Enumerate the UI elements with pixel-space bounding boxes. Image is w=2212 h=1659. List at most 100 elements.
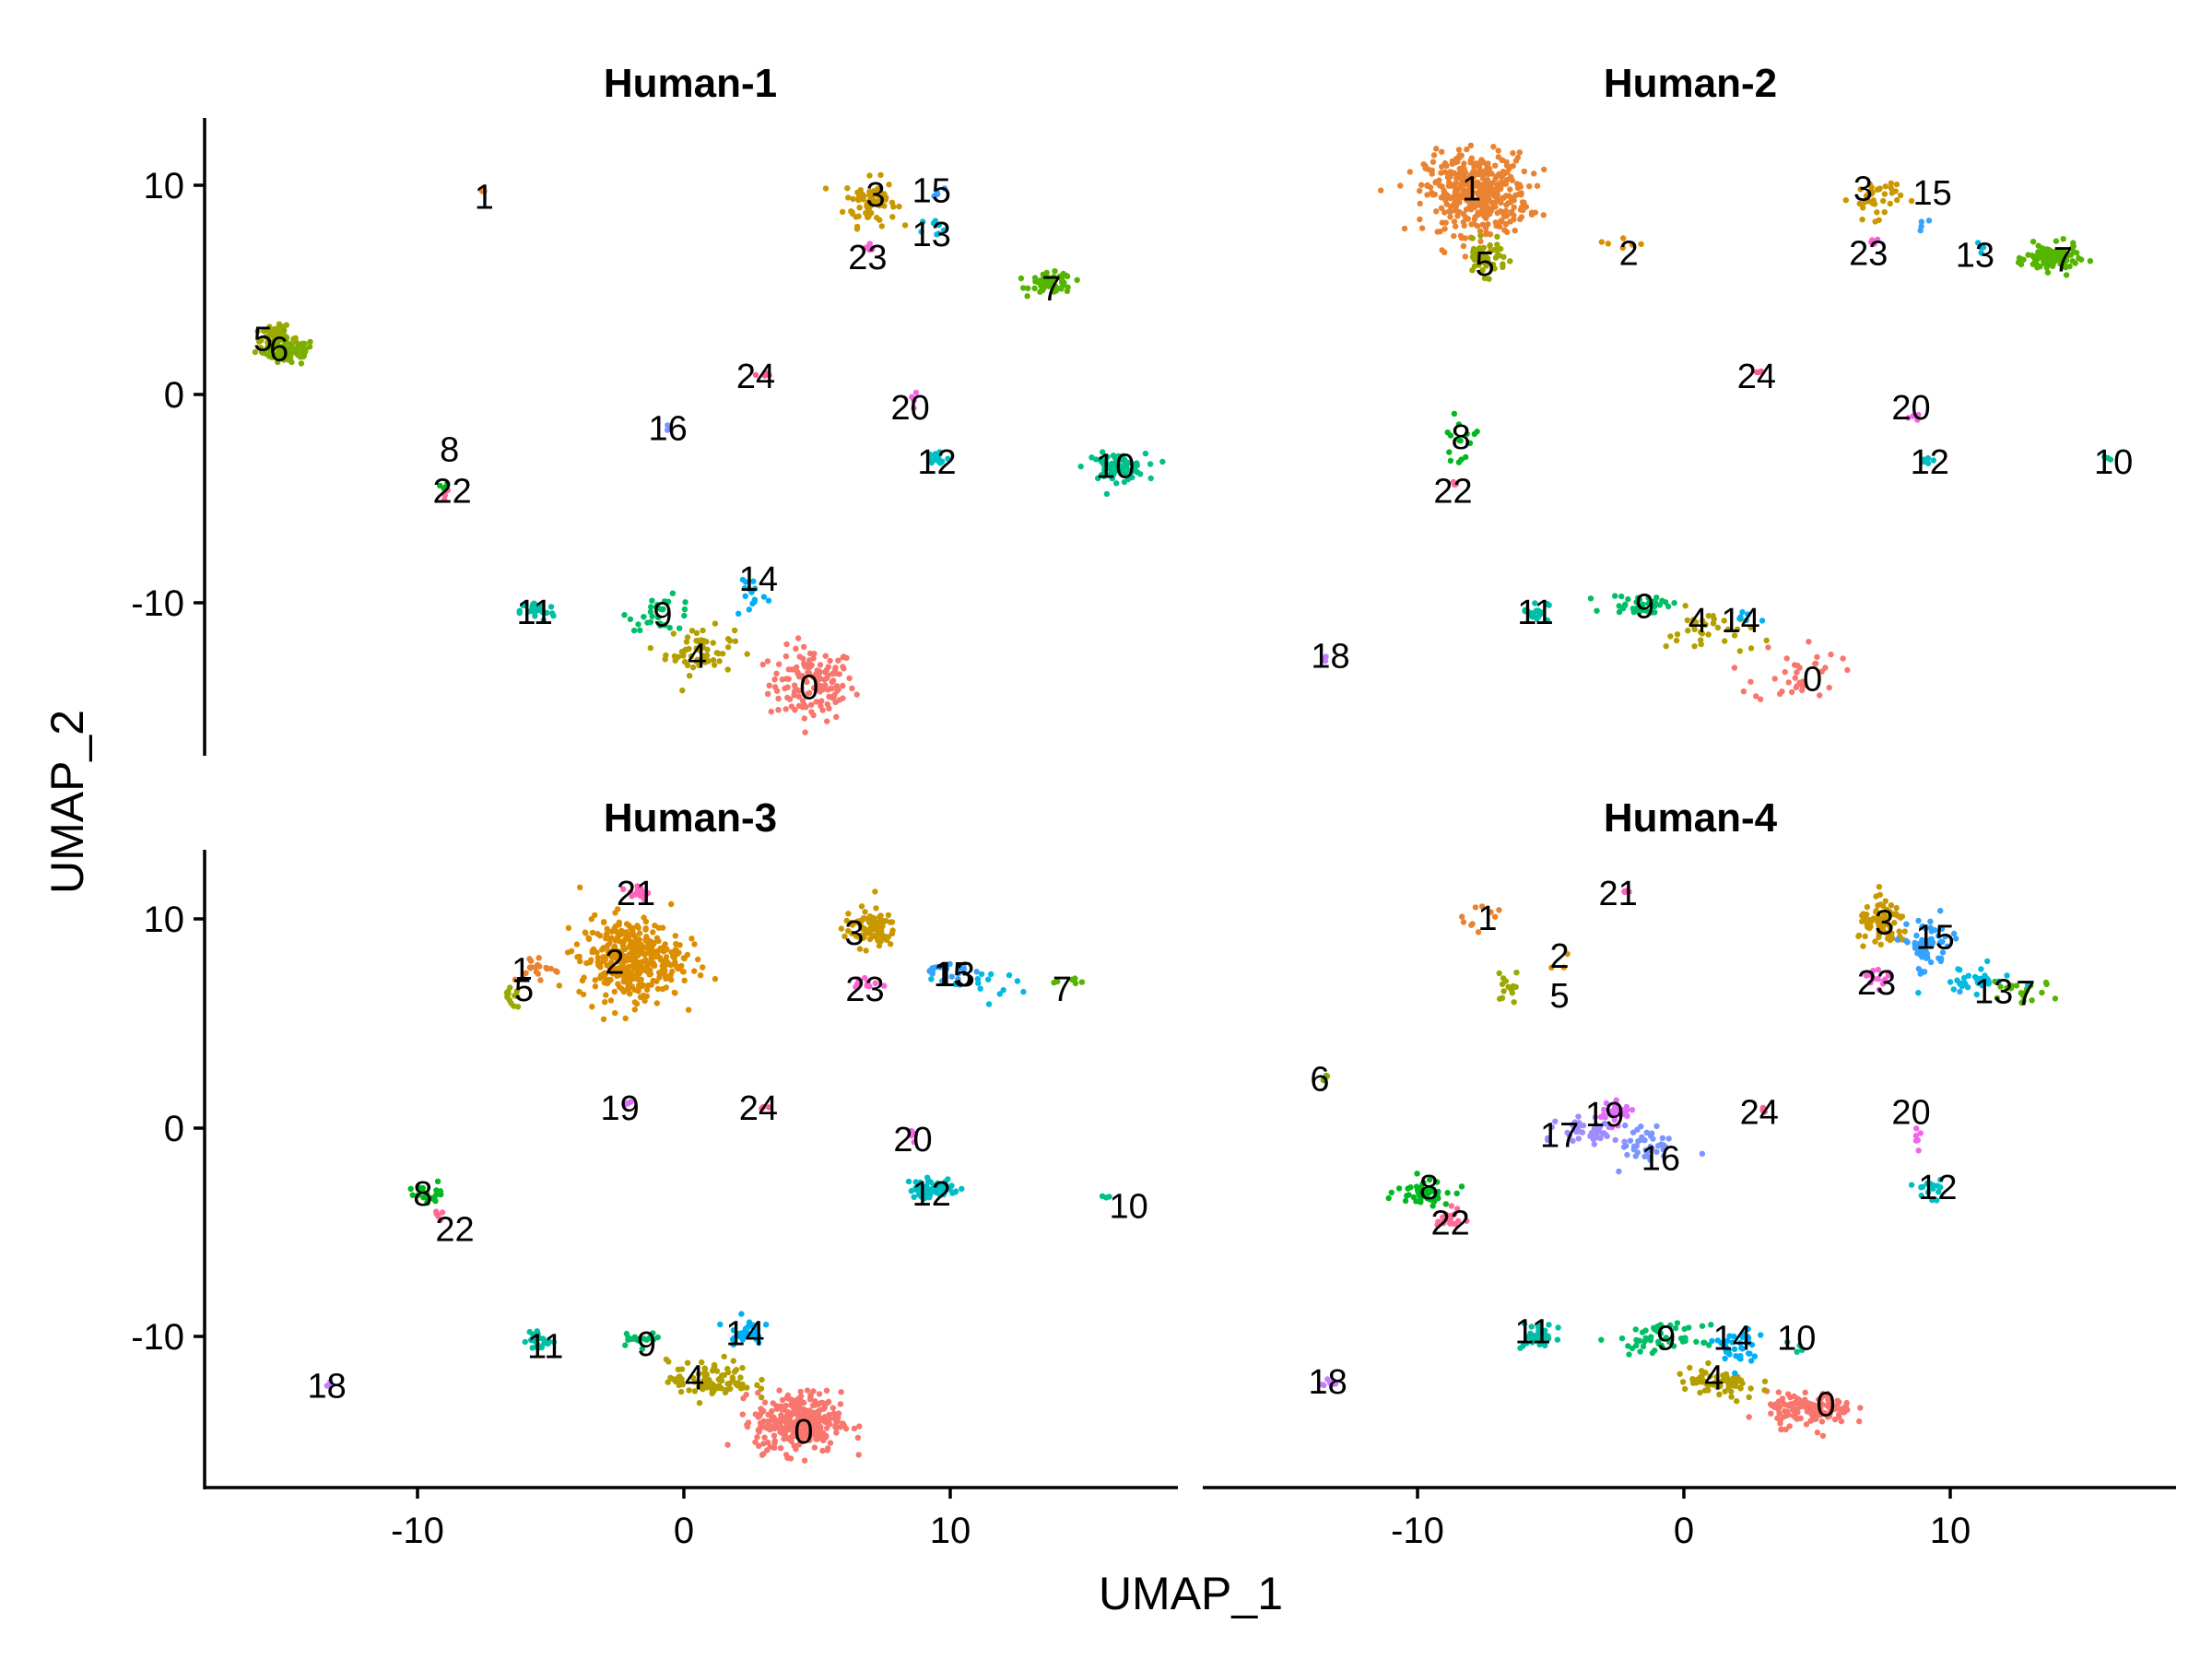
data-point (1466, 204, 1473, 210)
data-point (1649, 1130, 1655, 1136)
data-point (804, 1387, 811, 1394)
data-point (1451, 410, 1458, 418)
data-point (1699, 1323, 1706, 1329)
data-point (765, 597, 772, 604)
data-point (671, 989, 677, 996)
data-point (601, 919, 607, 925)
data-point (1447, 208, 1454, 215)
data-point (666, 624, 673, 631)
cluster-label: 7 (1041, 270, 1061, 309)
data-point (1493, 173, 1500, 180)
data-point (789, 666, 795, 673)
data-point (520, 602, 526, 608)
data-point (627, 616, 634, 623)
data-point (1643, 1336, 1650, 1343)
data-point (1862, 918, 1869, 924)
data-point (693, 637, 700, 644)
data-point (724, 644, 732, 651)
data-point (1903, 921, 1910, 927)
data-point (623, 921, 630, 927)
data-point (2030, 239, 2037, 245)
data-point (643, 986, 651, 994)
data-point (1500, 975, 1507, 982)
data-point (653, 1000, 660, 1006)
cluster-label: 12 (912, 1175, 951, 1214)
data-point (1048, 278, 1055, 285)
data-point (1122, 462, 1129, 468)
x-ticks-right: -10 0 10 (1391, 1488, 1971, 1551)
data-point (803, 704, 809, 711)
data-point (928, 459, 935, 466)
data-point (1099, 1193, 1106, 1200)
data-point (1444, 192, 1451, 199)
data-point (641, 914, 647, 921)
data-point (2037, 264, 2043, 270)
data-point (838, 1389, 844, 1395)
data-point (746, 585, 752, 593)
data-point (721, 1353, 727, 1360)
cluster-label: 10 (1109, 1188, 1147, 1227)
data-point (1689, 621, 1696, 628)
data-point (691, 941, 698, 947)
cluster-12-points (926, 449, 951, 466)
data-point (1759, 618, 1766, 624)
cluster-label: 22 (435, 1211, 474, 1250)
data-point (695, 956, 701, 963)
data-point (816, 1391, 823, 1397)
data-point (779, 677, 785, 683)
data-point (784, 1454, 791, 1462)
data-point (1098, 472, 1105, 478)
data-point (1671, 600, 1677, 606)
data-point (912, 389, 920, 396)
data-point (1526, 182, 1533, 190)
data-point (1453, 205, 1459, 211)
data-point (1447, 214, 1453, 220)
data-point (818, 1399, 825, 1406)
cluster-label: 23 (1849, 235, 1888, 274)
data-point (1842, 197, 1850, 204)
data-point (565, 924, 572, 931)
data-point (724, 666, 731, 673)
cluster-label: 18 (1311, 638, 1349, 677)
data-point (1794, 669, 1800, 676)
data-point (581, 974, 587, 981)
data-point (665, 422, 671, 429)
data-point (1468, 221, 1475, 228)
data-point (1915, 966, 1922, 972)
data-point (1413, 1198, 1419, 1205)
data-point (1441, 226, 1448, 232)
data-point (932, 218, 939, 224)
data-point (940, 227, 947, 234)
cluster-10-points (1077, 449, 1166, 498)
points-layer (1320, 142, 2114, 702)
data-point (807, 1394, 814, 1400)
data-point (1594, 607, 1600, 614)
data-point (889, 927, 896, 934)
data-point (814, 667, 820, 674)
data-point (1472, 214, 1478, 220)
data-point (1516, 149, 1524, 156)
axes: 10 0 -10 10 0 -10 -10 0 10 -10 0 (131, 118, 2176, 1551)
data-point (920, 218, 926, 225)
data-point (698, 637, 704, 643)
data-point (1747, 678, 1754, 685)
data-point (710, 657, 717, 664)
data-point (1888, 184, 1894, 191)
data-point (794, 635, 802, 641)
data-point (1441, 209, 1448, 216)
data-point (1462, 214, 1469, 220)
data-point (1701, 621, 1708, 628)
data-point (865, 917, 872, 924)
data-point (1113, 460, 1121, 467)
data-point (647, 644, 653, 652)
data-point (801, 643, 807, 651)
data-point (1751, 1353, 1759, 1359)
data-point (1502, 179, 1509, 185)
points-layer (252, 171, 1166, 735)
data-point (1461, 160, 1467, 167)
data-point (1507, 218, 1513, 225)
data-point (711, 662, 718, 668)
data-point (905, 1178, 912, 1185)
data-point (1705, 612, 1712, 619)
